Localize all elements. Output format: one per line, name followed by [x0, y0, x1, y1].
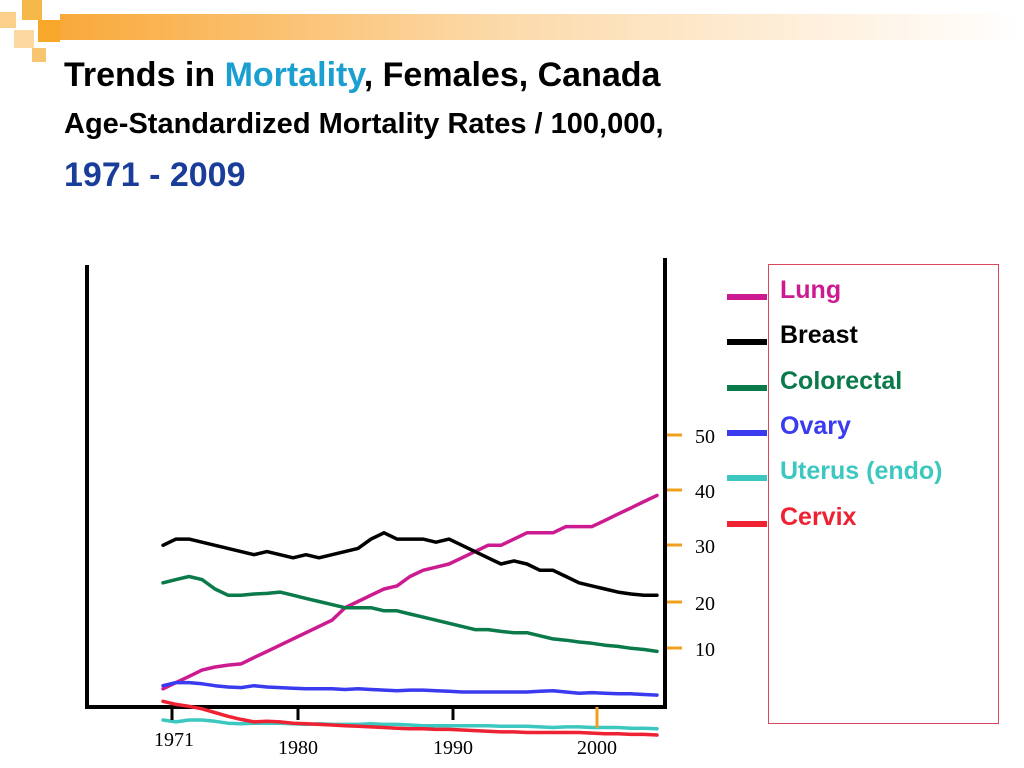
decorative-corner-block: [32, 48, 46, 62]
chart-subtitle: Age-Standardized Mortality Rates / 100,0…: [64, 108, 664, 140]
legend-label: Ovary: [780, 411, 851, 440]
decorative-corner-block: [0, 12, 16, 28]
y-tick-label: 30: [695, 536, 715, 558]
y-tick-label: 50: [695, 426, 715, 448]
series-line-lung: [161, 493, 659, 691]
x-tick-label: 1990: [433, 737, 473, 759]
title-prefix: Trends in: [64, 56, 225, 94]
x-axis-ticks: 1971 1980 1990 2000: [154, 707, 617, 759]
x-tick-label: 1980: [278, 737, 318, 759]
legend-swatch: [727, 294, 767, 300]
legend-swatch: [727, 429, 767, 436]
y-tick-label: 40: [695, 481, 715, 503]
legend-label: Uterus (endo): [780, 457, 943, 486]
y-tick-label: 20: [695, 593, 715, 615]
series-line-ovary: [161, 680, 659, 697]
x-tick-label: 1971: [154, 729, 194, 751]
legend-label: Colorectal: [780, 366, 903, 395]
legend-swatch: [727, 475, 767, 482]
year-range: 1971 - 2009: [64, 156, 246, 194]
y-axis-ticks: 10 20 30 40 50: [667, 426, 715, 661]
title-highlight: Mortality: [224, 56, 364, 94]
decorative-corner-block: [22, 0, 42, 20]
legend-label: Lung: [780, 276, 842, 304]
legend-label: Breast: [780, 321, 858, 350]
series-line-colorectal: [161, 574, 659, 654]
legend-swatch: [727, 520, 767, 527]
y-tick-label: 10: [695, 639, 715, 661]
chart-series-lines: [161, 493, 659, 737]
title-block: Trends in Mortality, Females, Canada Age…: [64, 52, 964, 200]
decorative-corner-block: [38, 20, 60, 42]
legend-box: [768, 264, 999, 724]
legend-swatch: [727, 339, 767, 346]
series-line-cervix: [161, 699, 659, 737]
legend-label: Cervix: [780, 502, 857, 531]
decorative-corner-block: [14, 30, 34, 48]
page-title: Trends in Mortality, Females, Canada: [64, 52, 964, 98]
x-tick-label: 2000: [577, 737, 617, 759]
series-line-uterus-endo: [161, 718, 659, 731]
legend-swatch: [727, 384, 767, 391]
title-suffix: , Females, Canada: [363, 56, 661, 94]
decorative-header-bar: [60, 14, 1024, 40]
series-line-breast: [161, 531, 659, 597]
